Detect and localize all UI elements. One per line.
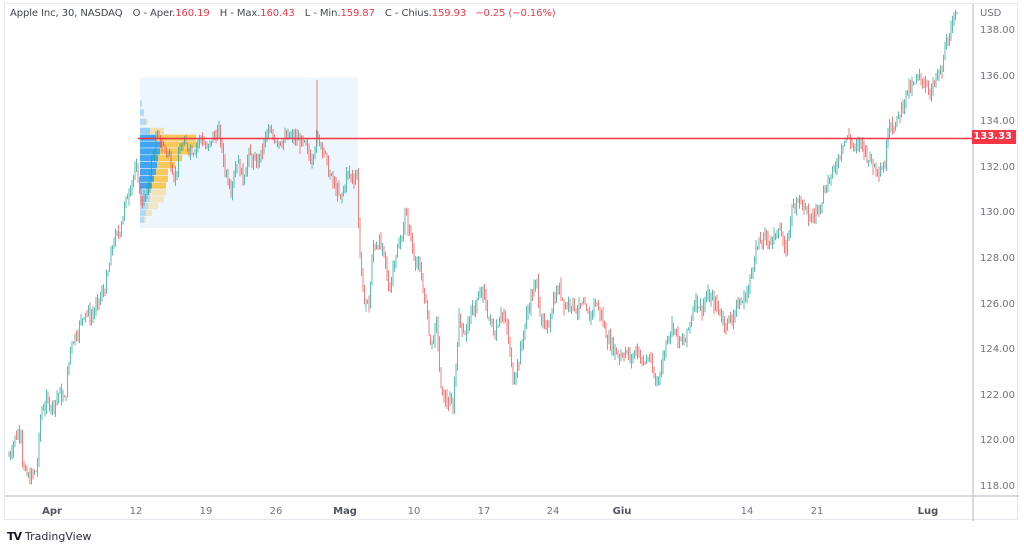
time-tick: 17 xyxy=(477,506,491,517)
price-tick: 126.00 xyxy=(980,298,1015,310)
time-tick: 10 xyxy=(407,506,421,517)
close-value: 159.93 xyxy=(431,8,467,19)
price-tick: 130.00 xyxy=(980,207,1015,219)
price-tick: 122.00 xyxy=(980,389,1015,401)
current-price-badge: 133.33 xyxy=(972,130,1016,144)
time-tick: Apr xyxy=(42,506,62,517)
currency-label[interactable]: USD xyxy=(980,8,1002,19)
high-value: 160.43 xyxy=(260,8,295,19)
brand-name: TradingView xyxy=(25,530,92,543)
time-tick: 24 xyxy=(546,506,560,517)
time-tick: 12 xyxy=(129,506,143,517)
close-label: C - Chius. xyxy=(384,8,432,19)
time-tick: 26 xyxy=(269,506,283,517)
time-tick: 14 xyxy=(740,506,754,517)
ohlc-legend: Apple Inc, 30, NASDAQ O - Aper.160.19 H … xyxy=(10,8,556,19)
time-tick: 19 xyxy=(199,506,213,517)
high-label: H - Max. xyxy=(219,8,261,19)
chart-frame xyxy=(4,3,1019,521)
symbol-title[interactable]: Apple Inc, 30, NASDAQ xyxy=(10,8,123,19)
price-tick: 124.00 xyxy=(980,344,1015,356)
price-tick: 132.00 xyxy=(980,161,1015,173)
open-label: O - Aper. xyxy=(132,8,176,19)
change-value: −0.25 (−0.16%) xyxy=(475,8,556,19)
price-tick: 118.00 xyxy=(980,481,1015,492)
price-tick: 138.00 xyxy=(980,25,1015,36)
candlestick-chart[interactable] xyxy=(5,4,1019,521)
tradingview-brand[interactable]: TV TradingView xyxy=(7,530,92,543)
low-value: 159.87 xyxy=(340,8,375,19)
price-tick: 136.00 xyxy=(980,70,1015,82)
low-label: L - Min. xyxy=(304,8,341,19)
open-value: 160.19 xyxy=(175,8,210,19)
price-tick: 134.00 xyxy=(980,116,1015,128)
tradingview-logo-icon: TV xyxy=(7,530,22,543)
time-tick: 21 xyxy=(810,506,824,517)
price-tick: 120.00 xyxy=(980,435,1015,447)
time-tick: Lug xyxy=(917,506,939,517)
time-tick: Mag xyxy=(333,506,357,517)
time-tick: Giu xyxy=(612,506,632,517)
price-tick: 128.00 xyxy=(980,253,1015,264)
